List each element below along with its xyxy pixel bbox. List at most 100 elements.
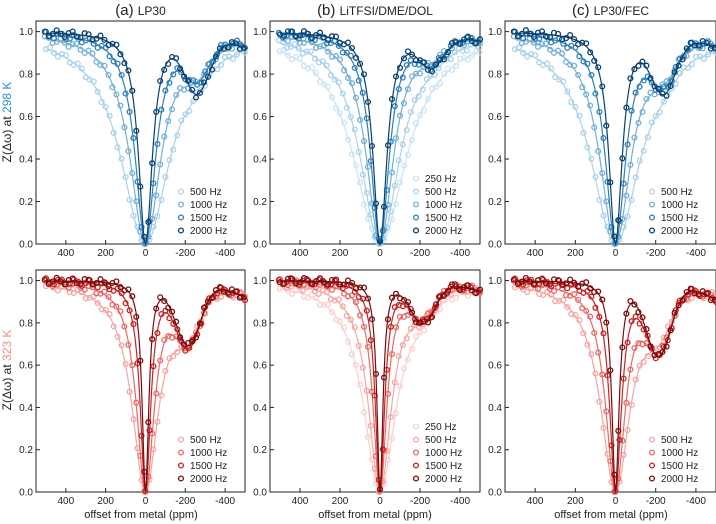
data-point <box>452 283 460 290</box>
data-point <box>356 60 364 67</box>
y-tick-label: 0.0 <box>19 240 33 251</box>
data-point <box>399 141 406 148</box>
data-point <box>101 36 108 43</box>
data-point <box>387 323 394 330</box>
data-point <box>683 45 690 52</box>
data-point <box>133 399 140 406</box>
data-point <box>627 297 634 305</box>
x-tick-label: -400 <box>450 248 470 259</box>
temperature-323-label: 323 K <box>0 330 14 361</box>
data-point <box>435 65 442 72</box>
data-point <box>130 416 137 423</box>
data-point <box>687 285 694 292</box>
data-point <box>556 297 563 304</box>
data-point <box>101 279 108 286</box>
data-point <box>161 336 168 344</box>
x-tick-label: -400 <box>686 248 706 259</box>
data-point <box>391 182 398 189</box>
data-point <box>130 321 137 328</box>
data-point <box>603 122 610 129</box>
data-point <box>336 56 344 63</box>
data-point <box>125 286 132 293</box>
legend-marker <box>412 436 420 443</box>
data-point <box>129 293 136 300</box>
data-point <box>343 49 350 56</box>
data-point <box>542 280 550 287</box>
panel-b-298: 400 200 0 -200 -400 0.0 0.2 0.4 0.6 0.8 1.0 (b) LiT… <box>253 2 484 259</box>
data-point <box>106 53 113 60</box>
data-point <box>412 70 420 77</box>
data-point <box>408 51 416 58</box>
data-point <box>157 161 164 168</box>
data-point <box>584 144 591 151</box>
data-point <box>464 282 472 289</box>
data-point <box>564 303 571 311</box>
data-point <box>93 279 100 287</box>
data-point <box>540 291 547 299</box>
data-point <box>600 424 607 431</box>
data-point <box>328 33 336 40</box>
x-axis-label-c: offset from metal (ppm) <box>554 509 668 521</box>
data-point <box>133 127 140 134</box>
data-point <box>296 32 304 39</box>
data-point <box>368 142 376 150</box>
panel-c-323: 400 200 0 -200 -400 0.0 0.2 0.4 0.6 0.8 1.0 500 Hz 1… <box>488 269 716 507</box>
y-tick-label: 0.4 <box>488 155 502 166</box>
data-point <box>352 54 360 61</box>
data-point <box>555 47 562 54</box>
data-point <box>400 55 408 62</box>
data-point <box>114 333 121 340</box>
legend-marker <box>177 462 185 469</box>
data-point <box>284 275 292 282</box>
data-point <box>408 345 416 352</box>
data-point <box>608 442 615 449</box>
data-point <box>518 30 525 37</box>
data-point <box>94 88 101 95</box>
data-point <box>367 337 374 344</box>
data-point <box>336 281 344 288</box>
data-point <box>583 307 590 314</box>
data-point <box>663 92 670 99</box>
data-point <box>360 323 368 330</box>
data-point <box>352 361 360 368</box>
data-point <box>396 313 404 320</box>
data-point <box>572 103 579 110</box>
y-tick-label: 0.6 <box>19 361 33 372</box>
x-tick-label: 0 <box>613 248 619 259</box>
plot-frame <box>35 269 246 493</box>
data-point <box>691 42 698 49</box>
data-point <box>182 347 189 354</box>
legend-label: 1500 Hz <box>425 213 462 224</box>
data-point <box>332 276 340 283</box>
x-tick-label: 0 <box>143 248 149 259</box>
data-point <box>412 57 420 64</box>
data-point <box>340 324 348 331</box>
data-point <box>615 427 622 434</box>
data-point <box>635 309 642 316</box>
data-point <box>587 313 594 320</box>
data-point <box>532 52 539 59</box>
legend-marker <box>412 214 420 221</box>
data-point <box>146 427 153 434</box>
data-point <box>580 330 587 337</box>
data-point <box>308 34 316 42</box>
data-point <box>189 338 196 345</box>
data-point <box>284 28 292 35</box>
data-point <box>97 32 104 39</box>
data-point <box>315 290 322 297</box>
data-point <box>596 398 603 405</box>
data-point <box>145 219 152 226</box>
data-point <box>351 126 358 133</box>
data-point <box>177 334 184 341</box>
data-point <box>304 30 312 37</box>
data-point <box>233 51 241 58</box>
data-point <box>311 281 318 288</box>
data-point <box>158 311 165 318</box>
data-point <box>125 67 132 74</box>
data-point <box>623 104 630 111</box>
data-point <box>472 290 480 297</box>
data-point <box>599 170 606 177</box>
data-point <box>588 351 595 358</box>
data-point <box>595 148 602 155</box>
data-point <box>396 383 404 390</box>
